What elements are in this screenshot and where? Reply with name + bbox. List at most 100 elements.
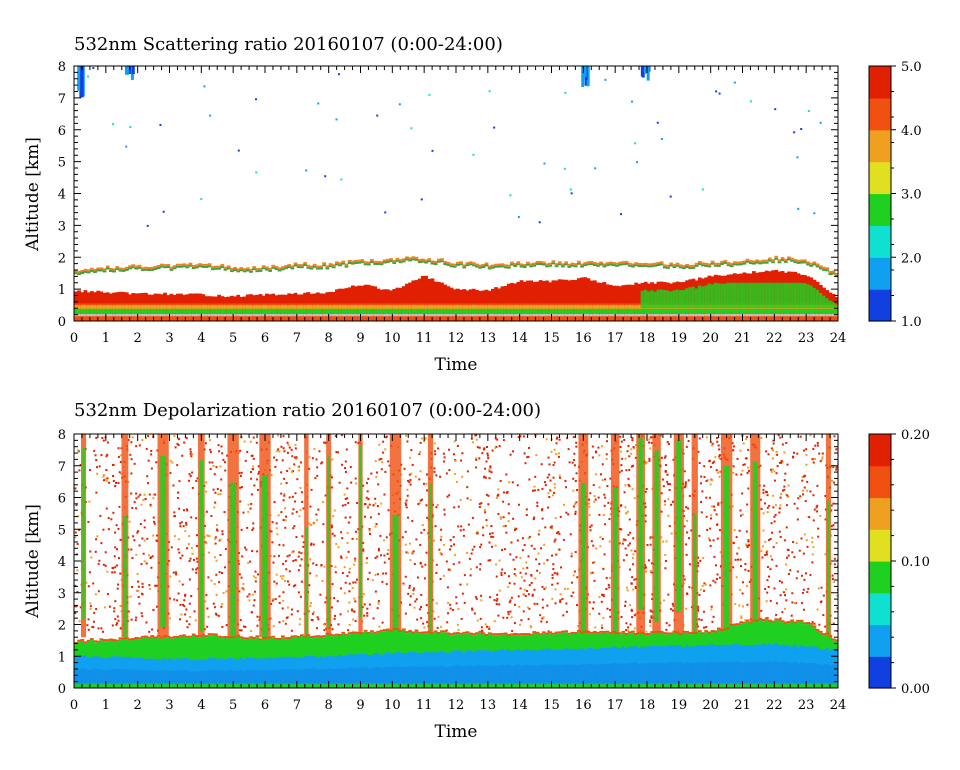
- aerosol-contour: [825, 267, 830, 270]
- noise-speck: [563, 167, 566, 170]
- noise-speck: [282, 575, 285, 578]
- noise-speck: [816, 484, 819, 487]
- heatmap-field: [74, 434, 838, 688]
- boundary-layer: [128, 308, 132, 314]
- noise-speck: [377, 547, 380, 550]
- surface-layer: [239, 313, 244, 317]
- noise-speck: [315, 513, 318, 516]
- aerosol-contour: [411, 256, 416, 259]
- aerosol-contour: [666, 264, 670, 267]
- boundary-layer: [217, 305, 222, 312]
- noise-speck: [548, 496, 551, 499]
- noise-speck: [663, 500, 666, 503]
- colorbar-segment: [869, 193, 891, 201]
- noise-speck: [434, 525, 437, 528]
- aerosol-contour: [427, 258, 432, 261]
- noise-speck: [533, 516, 536, 519]
- depol-streak: [199, 460, 204, 632]
- surface-layer: [109, 313, 113, 317]
- noise-speck: [688, 494, 691, 497]
- noise-speck: [634, 612, 637, 615]
- depol-layer: [137, 639, 142, 660]
- noise-speck: [670, 503, 673, 506]
- noise-speck: [759, 464, 762, 467]
- aerosol-contour: [112, 270, 116, 273]
- boundary-layer: [506, 283, 511, 321]
- noise-speck: [804, 572, 807, 575]
- aerosol-contour: [147, 267, 151, 270]
- boundary-layer: [576, 305, 581, 312]
- aerosol-contour: [774, 257, 779, 260]
- noise-speck: [142, 498, 145, 501]
- noise-speck: [801, 475, 804, 478]
- boundary-layer: [172, 305, 177, 312]
- noise-speck: [409, 483, 412, 486]
- noise-speck: [112, 123, 115, 126]
- boundary-layer: [306, 308, 311, 314]
- noise-speck: [256, 615, 259, 618]
- noise-speck: [686, 531, 689, 534]
- noise-speck: [271, 541, 274, 544]
- depol-contour: [153, 636, 158, 639]
- boundary-layer: [599, 305, 604, 312]
- noise-speck: [684, 483, 687, 486]
- noise-speck: [687, 440, 690, 443]
- noise-speck: [666, 480, 669, 483]
- aerosol-contour: [812, 261, 817, 264]
- noise-speck: [528, 607, 531, 610]
- noise-speck: [475, 458, 478, 461]
- noise-speck: [150, 449, 153, 452]
- noise-speck: [603, 493, 606, 496]
- noise-speck: [195, 534, 198, 537]
- noise-speck: [523, 452, 526, 455]
- noise-speck: [374, 556, 377, 559]
- noise-speck: [387, 548, 390, 551]
- noise-speck: [174, 571, 177, 574]
- boundary-layer: [771, 282, 775, 309]
- noise-speck: [772, 442, 775, 445]
- boundary-layer: [802, 283, 807, 309]
- noise-speck: [169, 472, 172, 475]
- boundary-layer: [513, 305, 518, 312]
- noise-speck: [153, 520, 156, 523]
- noise-speck: [154, 584, 157, 587]
- depol-contour: [102, 639, 107, 642]
- noise-speck: [741, 492, 744, 495]
- noise-speck: [590, 524, 593, 527]
- surface-layer: [185, 313, 190, 317]
- noise-speck: [383, 554, 386, 557]
- aerosol-contour: [815, 265, 820, 268]
- boundary-layer: [452, 308, 457, 314]
- surface-layer: [96, 313, 101, 317]
- surface-layer: [487, 313, 492, 317]
- noise-speck: [569, 188, 572, 191]
- boundary-layer: [752, 308, 756, 314]
- noise-speck: [145, 447, 148, 450]
- noise-speck: [440, 553, 443, 556]
- boundary-layer: [567, 308, 572, 314]
- aerosol-contour: [290, 265, 295, 268]
- boundary-layer: [672, 308, 677, 314]
- noise-speck: [631, 488, 634, 491]
- boundary-layer: [217, 308, 222, 314]
- aerosol-contour: [459, 263, 463, 266]
- boundary-layer: [519, 308, 524, 314]
- noise-speck: [488, 541, 491, 544]
- noise-speck: [460, 617, 463, 620]
- noise-speck: [365, 482, 368, 485]
- surface-layer: [83, 684, 88, 688]
- colorbar-segment: [869, 85, 891, 93]
- aerosol-contour: [350, 262, 355, 265]
- boundary-layer: [210, 308, 215, 314]
- noise-speck: [800, 574, 803, 577]
- noise-speck: [278, 621, 281, 624]
- noise-speck: [412, 589, 415, 592]
- surface-layer: [118, 313, 123, 317]
- noise-speck: [344, 460, 347, 463]
- noise-speck: [404, 575, 407, 578]
- noise-speck: [651, 597, 654, 600]
- boundary-layer: [280, 308, 285, 314]
- surface-layer: [796, 313, 801, 317]
- noise-speck: [209, 467, 212, 470]
- noise-speck: [162, 210, 165, 213]
